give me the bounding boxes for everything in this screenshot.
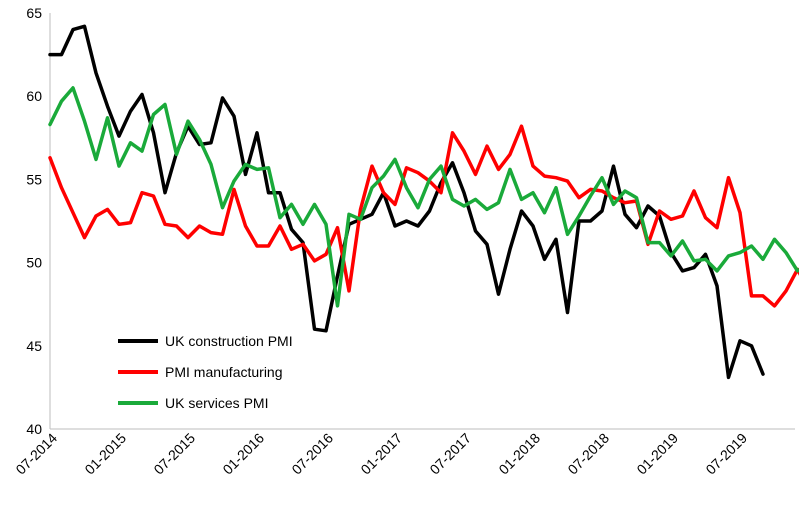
series-lines bbox=[48, 24, 799, 380]
y-tick-label: 55 bbox=[26, 171, 42, 187]
x-tick-label: 07-2016 bbox=[288, 430, 336, 478]
legend: UK construction PMI PMI manufacturing UK… bbox=[118, 333, 293, 411]
x-tick-label: 01-2018 bbox=[495, 430, 543, 478]
x-tick-label: 01-2015 bbox=[81, 430, 129, 478]
y-tick-label: 60 bbox=[26, 88, 42, 104]
y-tick-label: 50 bbox=[26, 255, 42, 271]
x-tick-label: 01-2019 bbox=[633, 430, 681, 478]
x-tick-label: 07-2015 bbox=[150, 430, 198, 478]
x-tick-label: 01-2017 bbox=[357, 430, 405, 478]
series-line-uk-services-pmi bbox=[48, 86, 799, 308]
x-tick-label: 07-2019 bbox=[702, 430, 750, 478]
y-tick-labels: 40 45 50 55 60 65 bbox=[26, 5, 42, 437]
x-tick-label: 07-2018 bbox=[564, 430, 612, 478]
y-tick-label: 40 bbox=[26, 421, 42, 437]
x-tick-label: 07-2017 bbox=[426, 430, 474, 478]
series-line-uk-construction-pmi bbox=[48, 24, 765, 380]
legend-label-services: UK services PMI bbox=[165, 395, 268, 411]
x-tick-label: 01-2016 bbox=[219, 430, 267, 478]
y-tick-label: 45 bbox=[26, 338, 42, 354]
x-tick-labels: 07-2014 01-2015 07-2015 01-2016 07-2016 01-20… bbox=[12, 430, 750, 478]
legend-label-construction: UK construction PMI bbox=[165, 333, 293, 349]
legend-label-manufacturing: PMI manufacturing bbox=[165, 364, 283, 380]
y-tick-label: 65 bbox=[26, 5, 42, 21]
axes bbox=[49, 13, 795, 430]
